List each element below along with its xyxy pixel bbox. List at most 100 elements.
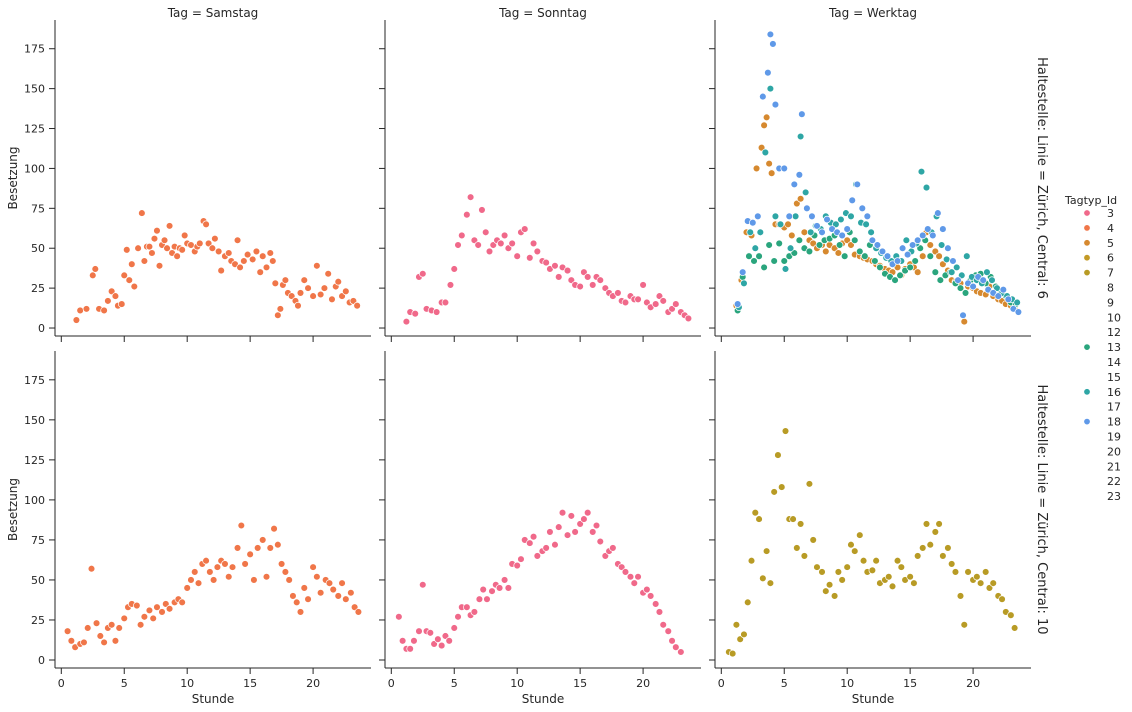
data-point-tagtyp-18 bbox=[868, 236, 877, 244]
data-point-tagtyp-7 bbox=[935, 520, 943, 528]
data-point-tagtyp-7 bbox=[740, 630, 748, 639]
data-point-tagtyp-4 bbox=[334, 592, 343, 600]
legend-title: Tagtyp_Id bbox=[1064, 194, 1117, 207]
data-point-tagtyp-3 bbox=[398, 637, 407, 645]
data-point-tagtyp-18 bbox=[838, 231, 846, 240]
data-point-tagtyp-3 bbox=[526, 539, 534, 547]
data-point-tagtyp-7 bbox=[1007, 611, 1015, 619]
data-point-tagtyp-3 bbox=[446, 281, 455, 289]
data-point-tagtyp-4 bbox=[309, 292, 317, 300]
legend-entry-label: 18 bbox=[1107, 416, 1121, 429]
data-point-tagtyp-7 bbox=[856, 531, 864, 539]
data-point-tagtyp-13 bbox=[861, 252, 869, 260]
data-point-tagtyp-5 bbox=[788, 231, 796, 240]
data-point-tagtyp-18 bbox=[999, 285, 1008, 294]
data-point-tagtyp-4 bbox=[160, 236, 169, 244]
data-point-tagtyp-3 bbox=[576, 282, 584, 291]
data-point-tagtyp-7 bbox=[822, 587, 830, 595]
data-point-tagtyp-7 bbox=[774, 451, 782, 459]
data-point-tagtyp-4 bbox=[76, 306, 84, 315]
data-point-tagtyp-3 bbox=[529, 239, 538, 248]
data-point-tagtyp-4 bbox=[117, 300, 126, 308]
data-point-tagtyp-7 bbox=[793, 544, 801, 552]
data-point-tagtyp-7 bbox=[800, 552, 809, 560]
data-point-tagtyp-4 bbox=[80, 638, 88, 647]
data-point-tagtyp-16 bbox=[988, 276, 996, 284]
data-point-tagtyp-16 bbox=[862, 220, 870, 229]
data-point-tagtyp-16 bbox=[837, 215, 845, 224]
y-tick-label: 50 bbox=[31, 574, 45, 587]
data-point-tagtyp-3 bbox=[567, 512, 576, 520]
data-point-tagtyp-4 bbox=[178, 598, 186, 607]
data-point-tagtyp-7 bbox=[926, 540, 935, 549]
data-point-tagtyp-7 bbox=[918, 544, 927, 552]
data-point-tagtyp-13 bbox=[876, 263, 884, 272]
data-point-tagtyp-4 bbox=[221, 560, 229, 568]
data-point-tagtyp-16 bbox=[806, 228, 815, 237]
data-point-tagtyp-16 bbox=[952, 263, 961, 272]
data-point-tagtyp-3 bbox=[526, 254, 534, 262]
data-point-tagtyp-18 bbox=[818, 228, 826, 237]
legend-entry-label: 4 bbox=[1107, 222, 1114, 235]
data-point-tagtyp-4 bbox=[92, 619, 101, 627]
data-point-tagtyp-16 bbox=[740, 279, 748, 288]
data-point-tagtyp-3 bbox=[520, 225, 529, 233]
data-point-tagtyp-16 bbox=[801, 188, 810, 197]
data-point-tagtyp-3 bbox=[621, 298, 630, 307]
data-point-tagtyp-3 bbox=[634, 572, 642, 581]
data-point-tagtyp-18 bbox=[863, 212, 872, 221]
data-point-tagtyp-4 bbox=[206, 568, 214, 576]
data-point-tagtyp-3 bbox=[596, 276, 605, 284]
data-point-tagtyp-7 bbox=[770, 488, 778, 496]
data-point-tagtyp-18 bbox=[749, 218, 757, 227]
data-point-tagtyp-5 bbox=[760, 121, 768, 130]
data-point-tagtyp-7 bbox=[944, 544, 952, 552]
data-point-tagtyp-13 bbox=[871, 257, 879, 265]
data-point-tagtyp-4 bbox=[165, 605, 174, 613]
data-point-tagtyp-13 bbox=[835, 241, 844, 249]
data-point-tagtyp-5 bbox=[834, 249, 843, 257]
data-point-tagtyp-5 bbox=[767, 169, 776, 177]
data-point-tagtyp-4 bbox=[313, 572, 321, 581]
data-point-tagtyp-18 bbox=[1004, 295, 1013, 304]
data-point-tagtyp-18 bbox=[929, 231, 937, 240]
y-tick-label: 0 bbox=[38, 322, 45, 335]
data-point-tagtyp-4 bbox=[63, 627, 72, 635]
data-point-tagtyp-3 bbox=[513, 252, 521, 260]
data-point-tagtyp-4 bbox=[145, 242, 154, 251]
data-point-tagtyp-4 bbox=[67, 637, 76, 645]
data-point-tagtyp-4 bbox=[289, 592, 297, 600]
data-point-tagtyp-4 bbox=[313, 262, 321, 270]
data-point-tagtyp-4 bbox=[271, 279, 280, 288]
data-point-tagtyp-4 bbox=[262, 263, 271, 272]
data-point-tagtyp-18 bbox=[798, 110, 806, 118]
data-point-tagtyp-4 bbox=[187, 241, 195, 249]
data-point-tagtyp-4 bbox=[316, 290, 325, 299]
x-axis-label: Stunde bbox=[192, 692, 235, 706]
data-point-tagtyp-18 bbox=[766, 30, 775, 39]
data-point-tagtyp-4 bbox=[292, 598, 301, 607]
legend-entry-label: 8 bbox=[1107, 282, 1114, 295]
data-point-tagtyp-3 bbox=[450, 624, 458, 632]
x-tick-label: 15 bbox=[903, 677, 917, 690]
data-point-tagtyp-3 bbox=[463, 210, 471, 219]
data-point-tagtyp-4 bbox=[276, 305, 285, 313]
data-point-tagtyp-7 bbox=[976, 579, 985, 587]
x-tick-label: 10 bbox=[840, 677, 854, 690]
data-point-tagtyp-18 bbox=[908, 241, 917, 249]
data-point-tagtyp-3 bbox=[554, 273, 563, 281]
data-point-tagtyp-4 bbox=[134, 244, 142, 252]
data-point-tagtyp-4 bbox=[237, 521, 246, 530]
data-point-tagtyp-3 bbox=[497, 239, 505, 248]
y-tick-label: 150 bbox=[24, 83, 45, 96]
y-tick-label: 175 bbox=[24, 374, 45, 387]
data-point-tagtyp-3 bbox=[558, 508, 567, 517]
data-point-tagtyp-3 bbox=[626, 572, 635, 581]
legend-entry-label: 15 bbox=[1107, 371, 1121, 384]
data-point-tagtyp-4 bbox=[325, 579, 334, 587]
data-point-tagtyp-7 bbox=[998, 595, 1006, 603]
data-point-tagtyp-18 bbox=[823, 215, 831, 224]
data-point-tagtyp-4 bbox=[342, 287, 350, 296]
data-point-tagtyp-16 bbox=[942, 255, 951, 264]
data-point-tagtyp-4 bbox=[148, 249, 156, 257]
